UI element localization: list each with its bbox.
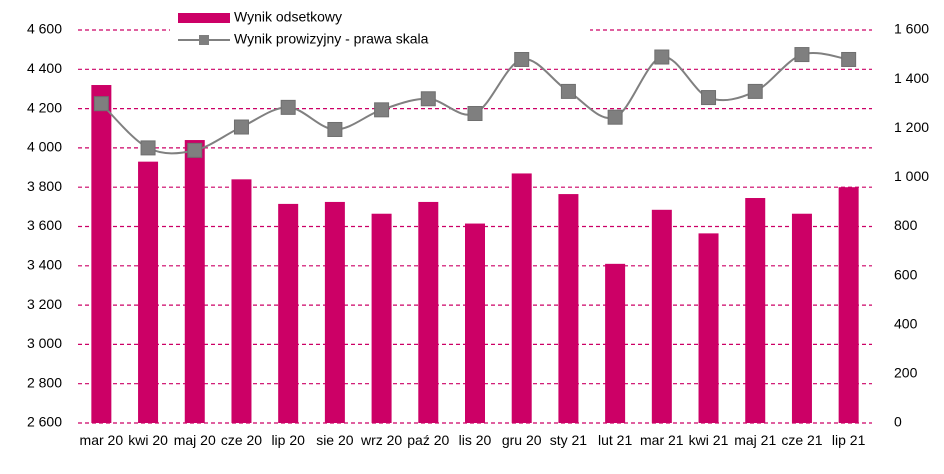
line-marker xyxy=(420,91,436,107)
x-tick-label: maj 20 xyxy=(173,432,216,448)
line xyxy=(100,51,849,155)
x-tick-label: cze 21 xyxy=(781,432,823,448)
y-tick-label: 3 600 xyxy=(27,217,62,233)
x-tick-label: sie 20 xyxy=(316,432,354,448)
line-marker xyxy=(560,83,576,99)
y2-tick-label: 1 600 xyxy=(894,21,929,37)
y-tick-label: 3 200 xyxy=(27,296,62,312)
bar xyxy=(511,173,532,423)
legend-swatch xyxy=(178,13,230,23)
line-marker xyxy=(794,47,810,63)
line-marker xyxy=(280,99,296,115)
legend-marker xyxy=(199,35,209,45)
y-tick-label: 2 800 xyxy=(27,374,62,390)
bar xyxy=(324,201,345,423)
bar xyxy=(371,213,392,423)
x-tick-label: gru 20 xyxy=(501,432,542,448)
x-tick-label: lip 21 xyxy=(831,432,866,448)
y-tick-label: 3 000 xyxy=(27,335,62,351)
bar xyxy=(745,198,766,423)
bar xyxy=(838,187,859,423)
line-marker xyxy=(467,106,483,122)
bar xyxy=(418,201,439,423)
y-tick-label: 4 000 xyxy=(27,139,62,155)
legend-background xyxy=(170,6,590,52)
legend-label: Wynik odsetkowy xyxy=(234,9,342,25)
y-tick-label: 3 400 xyxy=(27,257,62,273)
x-tick-label: wrz 20 xyxy=(360,432,403,448)
x-tick-label: kwi 20 xyxy=(128,432,168,448)
legend-label: Wynik prowizyjny - prawa skala xyxy=(234,31,429,47)
x-tick-label: paź 20 xyxy=(407,432,450,448)
line-marker xyxy=(187,142,203,158)
y2-tick-label: 0 xyxy=(894,414,902,430)
bar xyxy=(558,194,579,423)
y2-tick-label: 600 xyxy=(894,266,918,282)
y2-tick-label: 400 xyxy=(894,315,918,331)
x-tick-label: lut 21 xyxy=(597,432,633,448)
line-marker xyxy=(701,90,717,106)
bar xyxy=(278,203,299,423)
line-marker xyxy=(654,49,670,65)
line-marker xyxy=(514,51,530,67)
line-marker xyxy=(140,140,156,156)
y2-tick-label: 200 xyxy=(894,365,918,381)
y-tick-label: 3 800 xyxy=(27,178,62,194)
y2-tick-label: 800 xyxy=(894,217,918,233)
bar xyxy=(605,263,626,423)
x-tick-label: sty 21 xyxy=(549,432,588,448)
bar xyxy=(138,161,159,423)
x-tick-label: cze 20 xyxy=(220,432,263,448)
y2-tick-label: 1 000 xyxy=(894,168,929,184)
x-tick-label: maj 21 xyxy=(734,432,777,448)
line-marker xyxy=(841,51,857,67)
x-tick-label: mar 20 xyxy=(79,432,124,448)
line-marker xyxy=(374,102,390,118)
y2-tick-label: 1 400 xyxy=(894,70,929,86)
x-tick-label: lip 20 xyxy=(271,432,305,448)
y-tick-label: 4 400 xyxy=(27,60,62,76)
y2-tick-label: 1 200 xyxy=(894,119,929,135)
y-tick-label: 4 200 xyxy=(27,99,62,115)
line-marker xyxy=(233,119,249,135)
line-marker xyxy=(327,121,343,137)
bar xyxy=(651,209,672,423)
bar xyxy=(698,233,719,423)
x-tick-label: mar 21 xyxy=(640,432,684,448)
bar xyxy=(231,179,252,423)
bar xyxy=(465,223,485,423)
bar xyxy=(91,85,112,424)
bar xyxy=(184,140,205,424)
bar xyxy=(791,213,812,423)
x-tick-label: lis 20 xyxy=(458,432,492,448)
y-tick-label: 2 600 xyxy=(27,414,62,430)
line-marker xyxy=(747,83,763,99)
x-tick-label: kwi 21 xyxy=(688,432,729,448)
y-tick-label: 4 600 xyxy=(27,21,62,37)
line-marker xyxy=(93,96,109,112)
line-marker xyxy=(607,109,623,125)
